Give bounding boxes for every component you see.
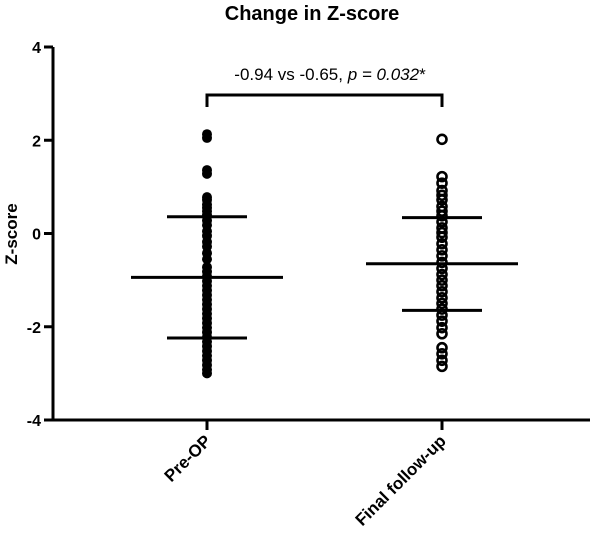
data-point (436, 315, 448, 327)
data-point (436, 274, 448, 286)
data-point (436, 209, 448, 222)
data-point (436, 244, 448, 256)
data-point (436, 327, 448, 340)
data-point (436, 237, 448, 250)
data-point (202, 132, 212, 143)
data-point (436, 321, 448, 334)
data-point (436, 133, 448, 146)
significance-annotation: -0.94 vs -0.65, p = 0.032* (205, 65, 444, 107)
data-point (202, 368, 212, 379)
data-point (436, 194, 448, 206)
data-point (436, 341, 448, 354)
y-tick-label: 0 (32, 227, 41, 244)
y-tick-label: -2 (27, 320, 41, 337)
y-tick-label: 4 (32, 40, 41, 57)
data-point (436, 226, 448, 239)
data-point (436, 250, 448, 262)
data-point (436, 354, 448, 367)
comparison-means: -0.94 vs -0.65, (234, 65, 347, 84)
data-point (202, 168, 212, 179)
data-point (436, 279, 448, 292)
data-point (436, 231, 448, 244)
y-tick-label: -4 (27, 413, 41, 430)
data-point (202, 254, 212, 265)
data-point (436, 297, 448, 310)
data-point (436, 268, 448, 281)
y-ticks: 4 2 0 -2 -4 (27, 40, 53, 430)
data-point (436, 205, 448, 217)
chart-title: Change in Z-score (225, 3, 399, 25)
y-axis-label: Z-score (2, 203, 21, 264)
data-point (436, 360, 448, 373)
significance-bracket (205, 93, 444, 107)
data-point (436, 177, 448, 189)
data-point (436, 285, 448, 298)
x-tick-label: Final follow-up (352, 431, 450, 529)
comparison-p-value: p = 0.032 (347, 65, 420, 84)
x-tick-label: Pre-OP (161, 431, 215, 485)
data-point (436, 170, 448, 183)
data-points (202, 129, 448, 379)
significance-star: * (419, 65, 426, 84)
x-ticks: Pre-OP Final follow-up (161, 420, 450, 530)
y-tick-label: 2 (32, 133, 41, 150)
comparison-text: -0.94 vs -0.65, p = 0.032* (234, 65, 426, 84)
summary-bars (131, 215, 518, 340)
data-point (436, 347, 448, 360)
data-point (436, 292, 448, 304)
data-point (436, 189, 448, 202)
